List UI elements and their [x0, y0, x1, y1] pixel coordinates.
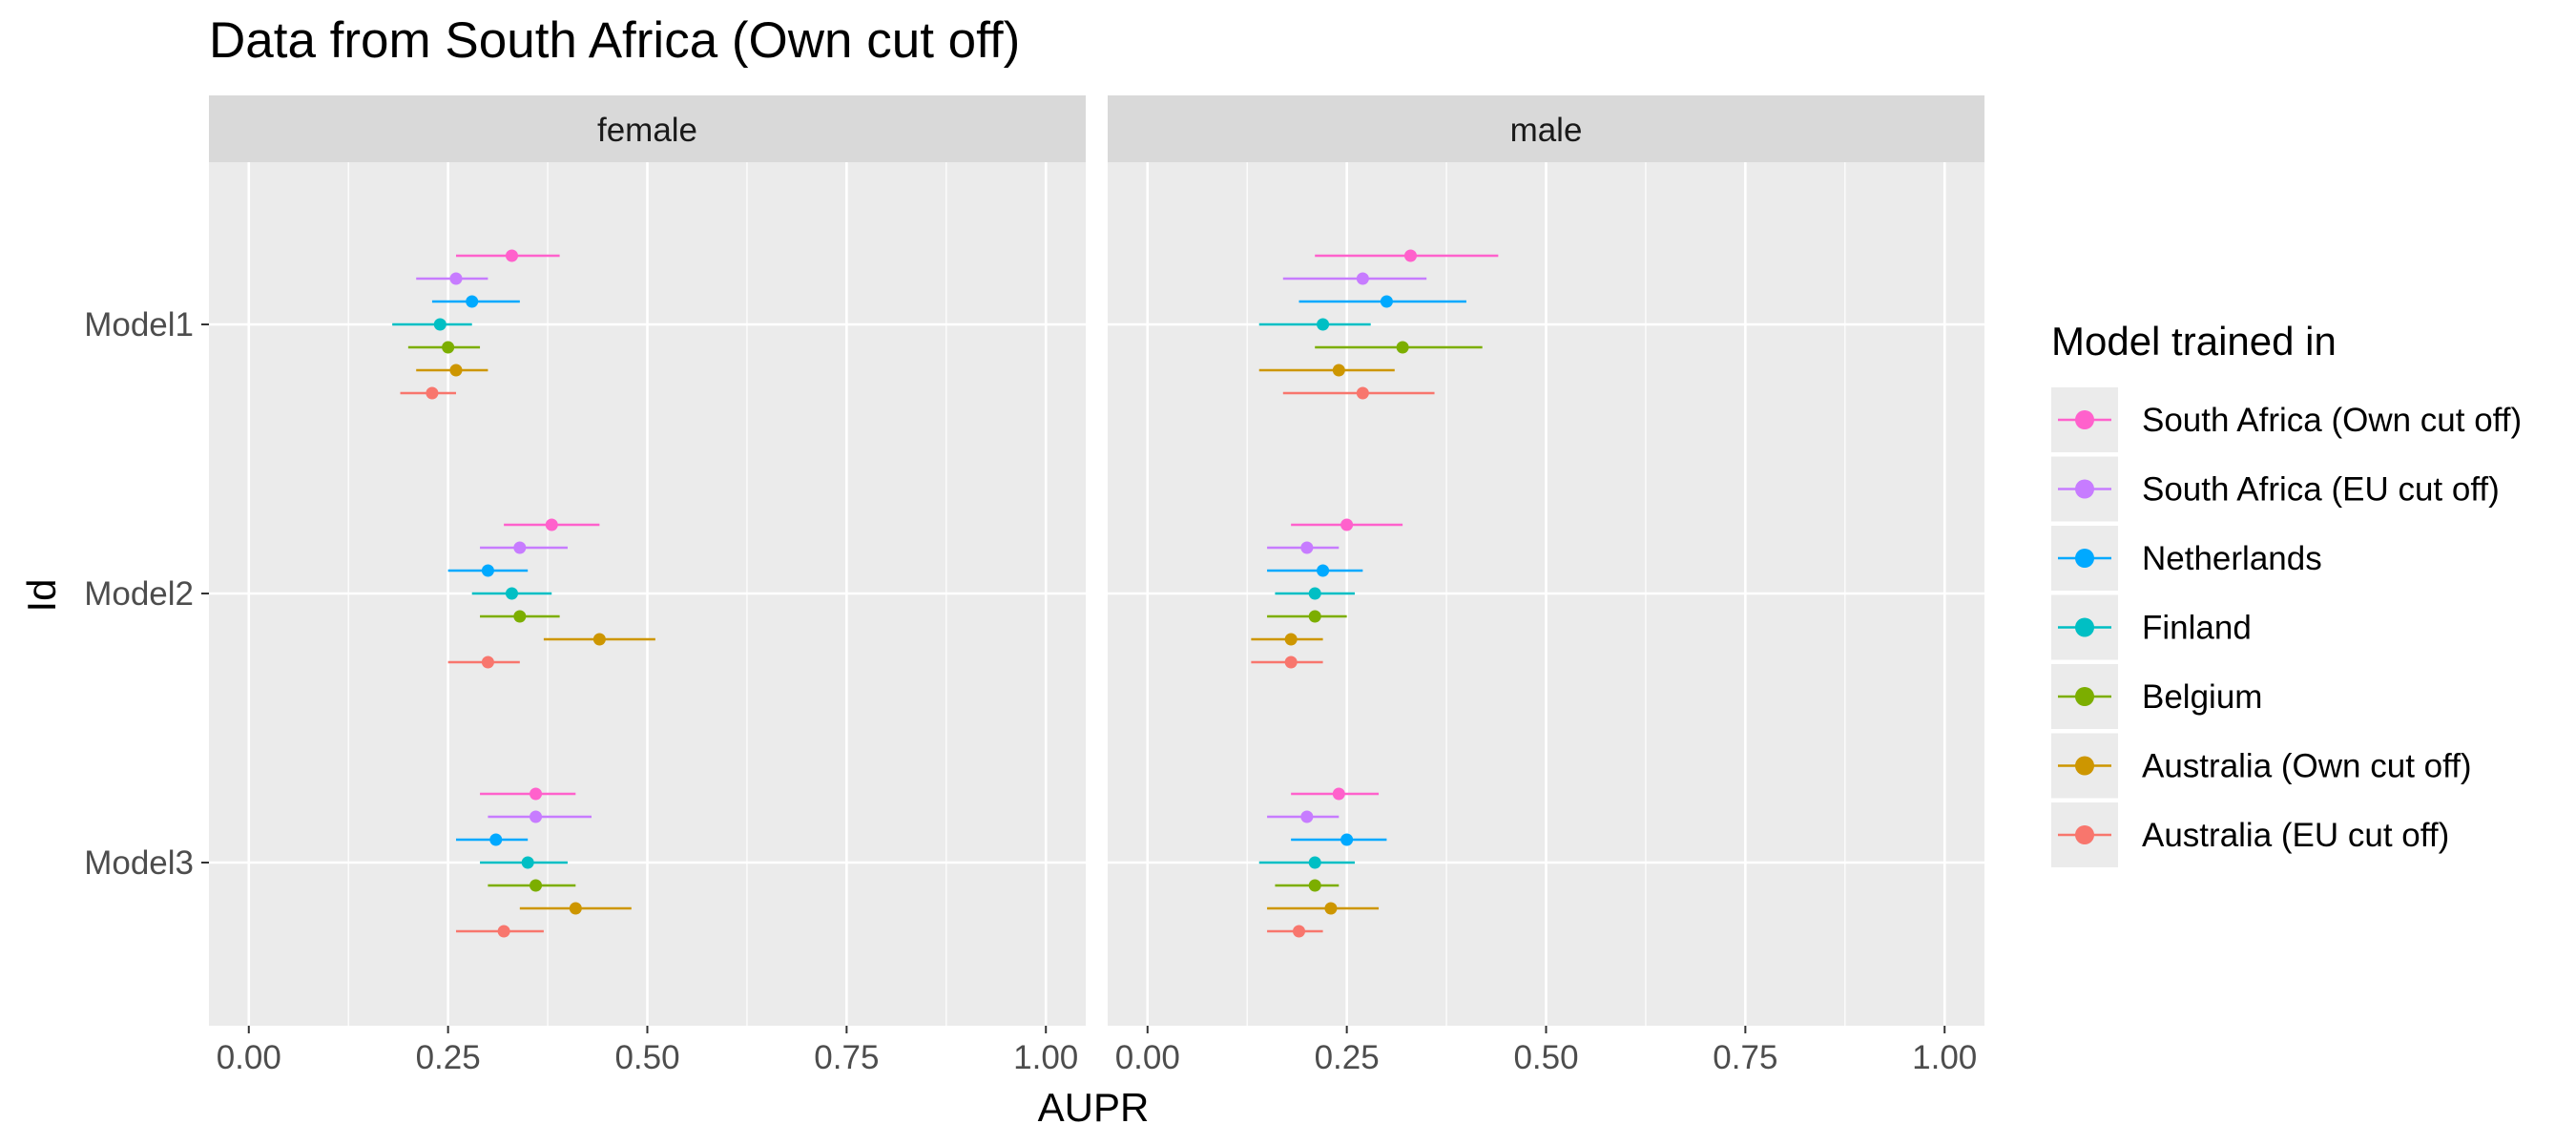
- x-axes: 0.00 0.25 0.50 0.75 1.00 0.00 0.25 0.50 0.75 1.00: [217, 1026, 1977, 1076]
- data-point: [1340, 833, 1354, 846]
- legend-label: Netherlands: [2142, 540, 2322, 577]
- data-point: [521, 856, 534, 869]
- facet-panel-female: female: [209, 95, 1086, 1026]
- legend-item: Australia (EU cut off): [2051, 802, 2449, 867]
- data-point: [466, 295, 479, 308]
- facet-panels: female male: [209, 95, 1984, 1026]
- data-point: [449, 272, 463, 285]
- data-point: [513, 541, 527, 554]
- x-tick-label: 0.25: [1315, 1039, 1380, 1076]
- legend-keys: South Africa (Own cut off) South Africa (…: [2051, 387, 2522, 867]
- legend-label: Australia (EU cut off): [2142, 817, 2449, 854]
- data-point: [1403, 249, 1417, 262]
- legend-key-point: [2075, 410, 2094, 429]
- data-layer-male: [1251, 249, 1499, 938]
- y-axis-title: Id: [19, 578, 64, 612]
- data-point: [1293, 925, 1306, 938]
- legend-item: Finland: [2051, 594, 2252, 660]
- data-point: [1308, 587, 1321, 600]
- x-tick-label: 0.50: [1513, 1039, 1578, 1076]
- legend-key-point: [2075, 617, 2094, 637]
- data-point: [489, 833, 503, 846]
- legend-item: South Africa (Own cut off): [2051, 387, 2522, 452]
- x-axis-title: AUPR: [1038, 1085, 1150, 1130]
- legend-label: South Africa (EU cut off): [2142, 471, 2500, 509]
- data-point: [1308, 879, 1321, 892]
- data-point: [592, 633, 606, 646]
- y-tick-label: Model1: [84, 306, 194, 344]
- data-point: [497, 925, 510, 938]
- data-point: [426, 386, 439, 400]
- legend-item: Australia (Own cut off): [2051, 733, 2472, 799]
- x-tick-label: 0.00: [217, 1039, 281, 1076]
- x-tick-label: 0.75: [1713, 1039, 1777, 1076]
- x-tick-label: 0.50: [614, 1039, 679, 1076]
- data-point: [1308, 610, 1321, 623]
- legend-item: South Africa (EU cut off): [2051, 456, 2500, 522]
- data-point: [569, 902, 582, 915]
- facet-strip-female: [209, 95, 1086, 162]
- facet-panel-male: male: [1108, 95, 1984, 1026]
- data-point: [1396, 341, 1409, 354]
- legend-key-point: [2075, 549, 2094, 568]
- facet-strip-male: [1108, 95, 1984, 162]
- data-point: [481, 564, 494, 577]
- facet-label-male: male: [1510, 112, 1583, 149]
- facet-label-female: female: [597, 112, 697, 149]
- legend-label: Australia (Own cut off): [2142, 748, 2472, 785]
- data-point: [1356, 386, 1369, 400]
- data-point: [442, 341, 455, 354]
- data-point: [1340, 518, 1354, 531]
- x-tick-label: 1.00: [1912, 1039, 1977, 1076]
- y-axis: Model1 Model2 Model3: [84, 306, 209, 882]
- data-point: [505, 587, 518, 600]
- data-point: [530, 787, 543, 801]
- x-tick-label: 0.25: [416, 1039, 481, 1076]
- data-point: [1332, 787, 1345, 801]
- x-tick-label: 1.00: [1013, 1039, 1078, 1076]
- y-tick-label: Model3: [84, 844, 194, 882]
- legend-label: South Africa (Own cut off): [2142, 402, 2522, 439]
- data-point: [1332, 364, 1345, 377]
- legend-title: Model trained in: [2051, 319, 2337, 364]
- data-point: [1284, 656, 1298, 669]
- data-point: [433, 318, 447, 331]
- legend-key-point: [2075, 687, 2094, 706]
- chart-title: Data from South Africa (Own cut off): [209, 12, 1020, 69]
- legend: Model trained in South Africa (Own cut o…: [2051, 319, 2522, 867]
- data-point: [1317, 318, 1330, 331]
- data-point: [1300, 810, 1314, 823]
- y-tick-label: Model2: [84, 575, 194, 613]
- legend-key-point: [2075, 756, 2094, 776]
- data-point: [1317, 564, 1330, 577]
- x-tick-label: 0.75: [814, 1039, 879, 1076]
- legend-label: Finland: [2142, 610, 2252, 647]
- data-layer-female: [392, 249, 655, 938]
- data-point: [1324, 902, 1338, 915]
- data-point: [1308, 856, 1321, 869]
- legend-label: Belgium: [2142, 678, 2262, 716]
- data-point: [1380, 295, 1393, 308]
- data-point: [1284, 633, 1298, 646]
- data-point: [545, 518, 558, 531]
- legend-key-point: [2075, 479, 2094, 499]
- data-point: [1300, 541, 1314, 554]
- data-point: [513, 610, 527, 623]
- legend-item: Netherlands: [2051, 526, 2322, 591]
- data-point: [449, 364, 463, 377]
- data-point: [530, 810, 543, 823]
- legend-item: Belgium: [2051, 664, 2262, 729]
- data-point: [1356, 272, 1369, 285]
- data-point: [505, 249, 518, 262]
- x-tick-label: 0.00: [1115, 1039, 1180, 1076]
- data-point: [481, 656, 494, 669]
- data-point: [530, 879, 543, 892]
- legend-key-point: [2075, 825, 2094, 844]
